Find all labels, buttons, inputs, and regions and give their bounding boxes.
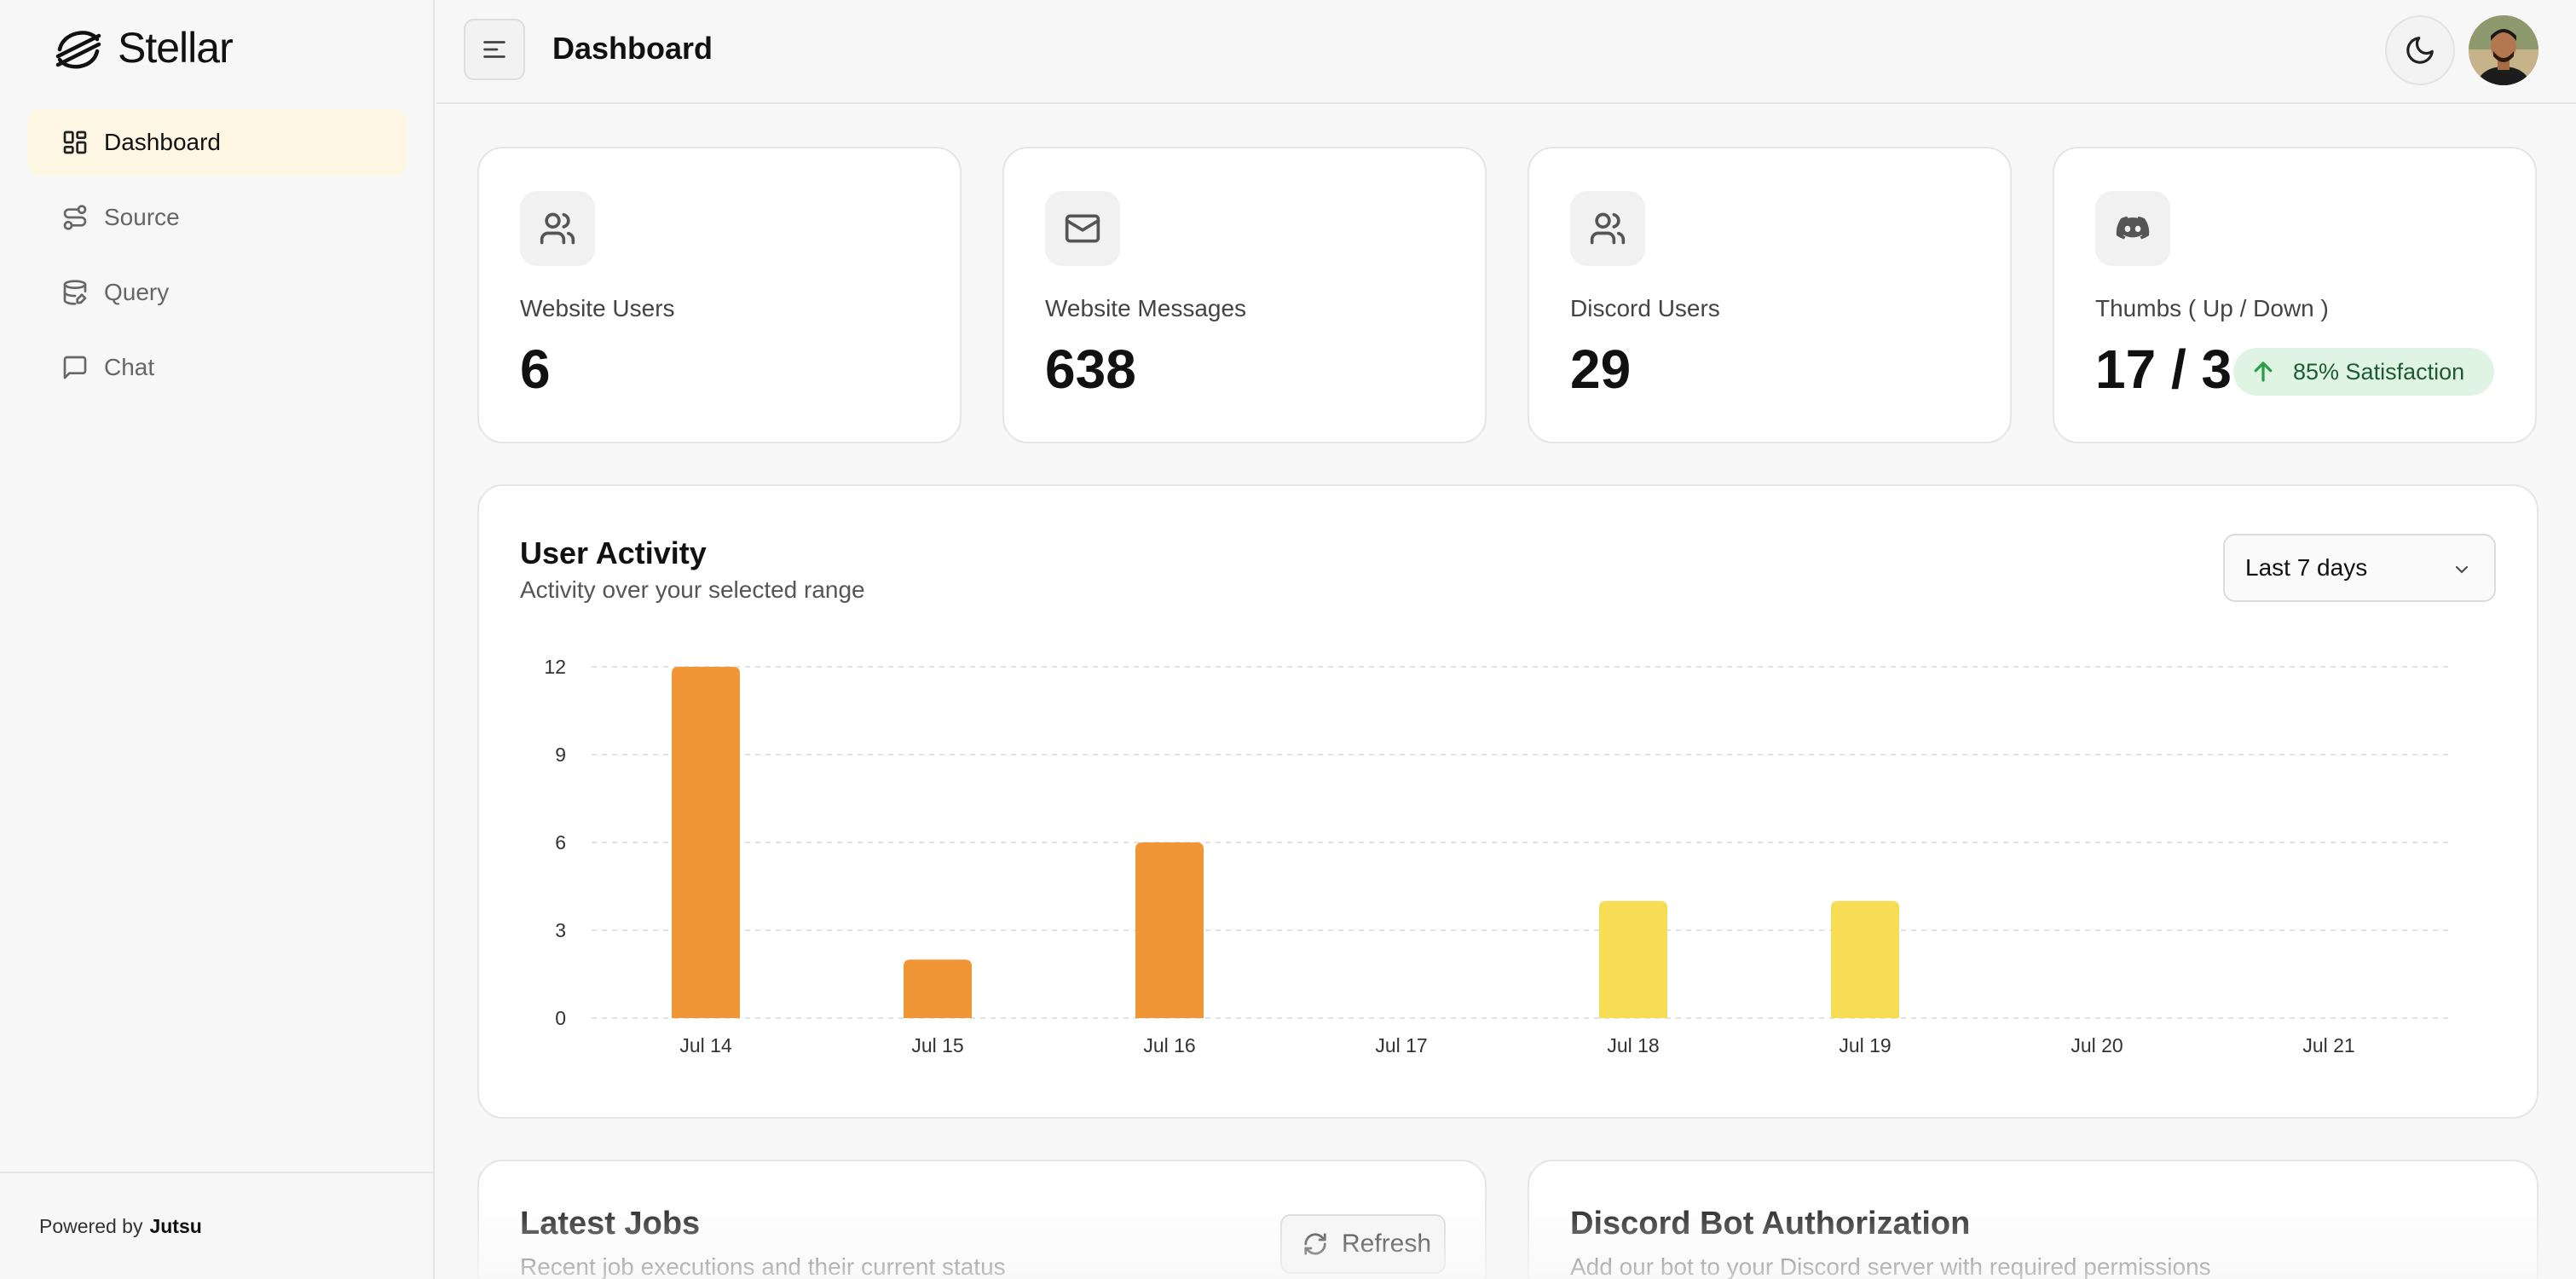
latest-jobs-card: Latest Jobs Recent job executions and th… xyxy=(477,1160,1487,1279)
activity-bar-chart: 0 3 6 9 12 Jul 14 Jul 15 Jul 16 Jul 17 Jul 18 Jul … xyxy=(544,656,2448,1056)
stat-icon-box xyxy=(1045,191,1120,266)
x-tick-label: Jul 14 xyxy=(679,1034,732,1056)
y-tick-label: 3 xyxy=(555,919,566,941)
stat-value: 29 xyxy=(1570,339,1632,400)
chevron-down-icon xyxy=(2456,566,2468,574)
card-title: Latest Jobs xyxy=(520,1206,701,1241)
theme-toggle-button[interactable] xyxy=(2385,15,2455,85)
users-icon xyxy=(540,212,575,245)
sidebar-nav: Dashboard Source Query Chat xyxy=(27,109,407,409)
stellar-logo-icon xyxy=(55,31,101,69)
stat-label: Website Messages xyxy=(1045,295,1247,321)
x-tick-label: Jul 19 xyxy=(1839,1034,1891,1056)
stat-card-thumbs: Thumbs ( Up / Down ) 17 / 3 85% Satisfac… xyxy=(2053,147,2537,443)
sidebar-item-source[interactable]: Source xyxy=(27,184,407,251)
chart-bar[interactable] xyxy=(1831,900,1899,1018)
y-tick-label: 6 xyxy=(555,831,566,854)
x-tick-label: Jul 20 xyxy=(2071,1034,2123,1056)
refresh-button[interactable]: Refresh xyxy=(1280,1214,1446,1274)
discord-bot-card: Discord Bot Authorization Add our bot to… xyxy=(1528,1160,2538,1279)
y-tick-label: 12 xyxy=(544,656,566,678)
x-tick-label: Jul 16 xyxy=(1143,1034,1195,1056)
stat-icon-box xyxy=(1570,191,1645,266)
user-activity-card: 0 3 6 9 12 Jul 14 Jul 15 Jul 16 Jul 17 Jul 18 Jul … xyxy=(477,484,2538,1119)
powered-by-link[interactable]: Jutsu xyxy=(149,1214,202,1237)
chat-icon xyxy=(63,356,87,379)
stat-value: 638 xyxy=(1045,339,1136,400)
sidebar-item-label: Query xyxy=(104,279,170,305)
x-tick-label: Jul 18 xyxy=(1607,1034,1659,1056)
stat-card-discord-users: Discord Users 29 xyxy=(1528,147,2012,443)
sidebar-item-dashboard[interactable]: Dashboard xyxy=(27,109,407,176)
dashboard-icon xyxy=(63,130,87,154)
sidebar-footer: Powered by Jutsu xyxy=(0,1172,433,1279)
moon-icon xyxy=(2406,37,2434,64)
arrow-up-icon xyxy=(2254,362,2273,382)
chart-bar[interactable] xyxy=(672,667,740,1018)
y-tick-label: 0 xyxy=(555,1007,566,1029)
sidebar-item-label: Source xyxy=(104,204,180,230)
menu-icon xyxy=(483,41,505,58)
card-title: User Activity xyxy=(520,535,707,570)
top-header: Dashboard xyxy=(436,0,2576,104)
stat-label: Discord Users xyxy=(1570,295,1720,321)
database-icon xyxy=(63,280,87,305)
user-avatar[interactable] xyxy=(2469,15,2538,85)
card-subtitle: Recent job executions and their current … xyxy=(520,1253,1006,1279)
route-icon xyxy=(63,205,87,230)
sidebar-item-label: Chat xyxy=(104,354,155,380)
stat-icon-box xyxy=(520,191,595,266)
stat-card-website-users: Website Users 6 xyxy=(477,147,962,443)
chart-bar[interactable] xyxy=(1135,842,1204,1018)
x-tick-label: Jul 17 xyxy=(1375,1034,1427,1056)
sidebar-item-label: Dashboard xyxy=(104,129,221,155)
satisfaction-text: 85% Satisfaction xyxy=(2293,358,2465,385)
refresh-label: Refresh xyxy=(1342,1230,1432,1258)
satisfaction-badge: 85% Satisfaction xyxy=(2233,348,2494,396)
chart-bar[interactable] xyxy=(1599,900,1667,1018)
sidebar-item-query[interactable]: Query xyxy=(27,259,407,326)
card-title: Discord Bot Authorization xyxy=(1570,1206,1971,1241)
toggle-sidebar-button[interactable] xyxy=(464,19,525,80)
x-tick-label: Jul 15 xyxy=(911,1034,963,1056)
brand-name: Stellar xyxy=(118,24,234,72)
stat-icon-box xyxy=(2095,191,2170,266)
stat-card-website-messages: Website Messages 638 xyxy=(1002,147,1487,443)
chart-bar[interactable] xyxy=(904,959,972,1018)
discord-icon xyxy=(2116,216,2150,240)
date-range-select[interactable]: Last 7 days xyxy=(2223,534,2496,602)
avatar-image xyxy=(2469,15,2538,85)
sidebar: Stellar Dashboard Source Query xyxy=(0,0,435,1279)
date-range-value: Last 7 days xyxy=(2245,554,2368,581)
card-subtitle: Add our bot to your Discord server with … xyxy=(1570,1253,2211,1279)
mail-icon xyxy=(1065,214,1100,243)
stat-value: 17 / 3 xyxy=(2095,339,2232,400)
powered-by-label: Powered by xyxy=(39,1214,143,1237)
stat-label: Thumbs ( Up / Down ) xyxy=(2095,295,2329,321)
card-subtitle: Activity over your selected range xyxy=(520,576,865,603)
stat-label: Website Users xyxy=(520,295,675,321)
x-tick-label: Jul 21 xyxy=(2302,1034,2354,1056)
sidebar-item-chat[interactable]: Chat xyxy=(27,334,407,401)
users-icon xyxy=(1590,212,1626,245)
stat-value: 6 xyxy=(520,339,551,400)
y-tick-label: 9 xyxy=(555,744,566,766)
page-title: Dashboard xyxy=(552,31,713,66)
brand-logo[interactable]: Stellar xyxy=(51,22,234,73)
refresh-icon xyxy=(1304,1233,1326,1255)
